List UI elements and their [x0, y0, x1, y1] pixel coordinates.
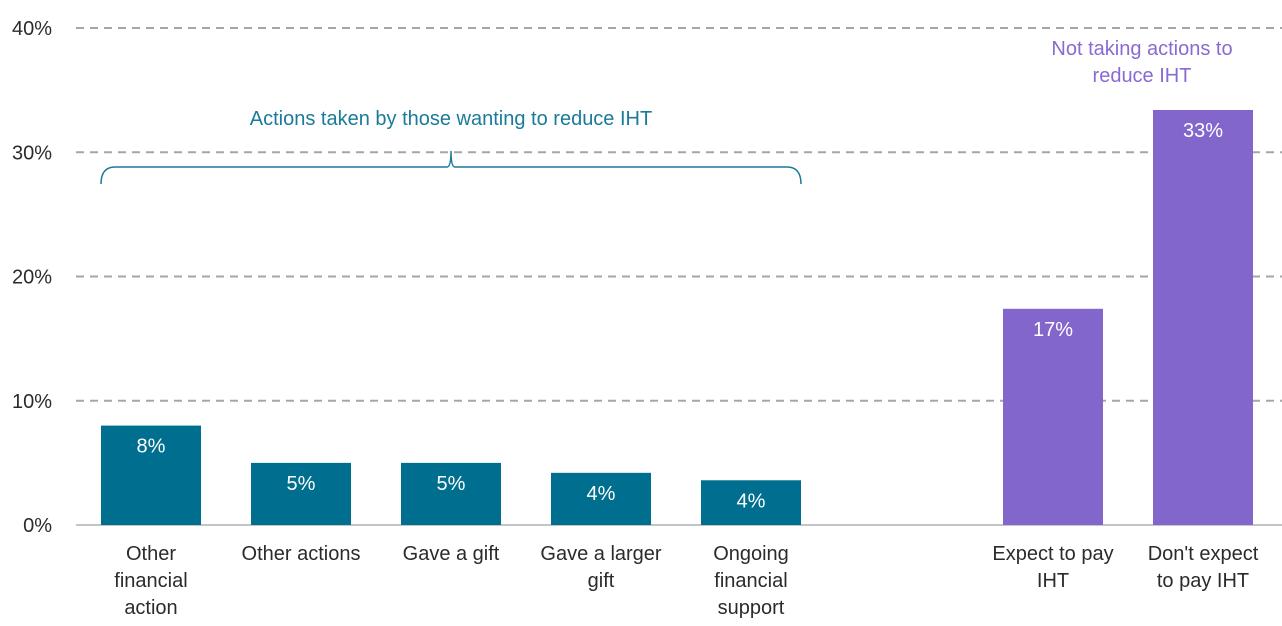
bar [1153, 110, 1253, 525]
data-label: 17% [1033, 319, 1073, 341]
category-label: Other financial action [114, 543, 187, 619]
gridlines [76, 27, 1282, 402]
actions-group-bracket [100, 150, 802, 185]
bar [701, 480, 801, 525]
y-tick-label: 0% [23, 515, 52, 537]
category-label: Don't expect to pay IHT [1148, 543, 1259, 592]
category-labels: Other financial action Other actions Gave a … [114, 543, 1258, 619]
y-tick-label: 30% [12, 142, 52, 164]
category-label: Ongoing financial support [713, 543, 789, 619]
actions-group-annotation: Actions taken by those wanting to reduce… [250, 108, 652, 130]
data-label: 5% [287, 473, 316, 495]
category-label: Gave a larger gift [540, 543, 662, 592]
bar [251, 462, 351, 525]
bar [551, 472, 651, 525]
bar [401, 462, 501, 525]
bar [1003, 308, 1103, 525]
y-tick-label: 10% [12, 391, 52, 413]
category-label: Expect to pay IHT [992, 543, 1113, 592]
y-axis-ticks: 0% 10% 20% 30% 40% [12, 18, 52, 537]
data-labels: 8% 5% 5% 4% 4% 17% 33% [137, 120, 1224, 512]
data-label: 4% [587, 483, 616, 505]
category-label: Other actions [242, 543, 361, 565]
category-label: Gave a gift [403, 543, 500, 565]
data-label: 4% [737, 490, 766, 512]
data-label: 8% [137, 436, 166, 458]
y-tick-label: 20% [12, 267, 52, 289]
not-actions-group-annotation-line-1: Not taking actions to [1051, 38, 1232, 60]
bar [101, 425, 201, 525]
data-label: 5% [437, 473, 466, 495]
bars [101, 110, 1253, 525]
data-label: 33% [1183, 120, 1223, 142]
y-tick-label: 40% [12, 18, 52, 40]
not-actions-group-annotation-line-2: reduce IHT [1093, 65, 1192, 87]
